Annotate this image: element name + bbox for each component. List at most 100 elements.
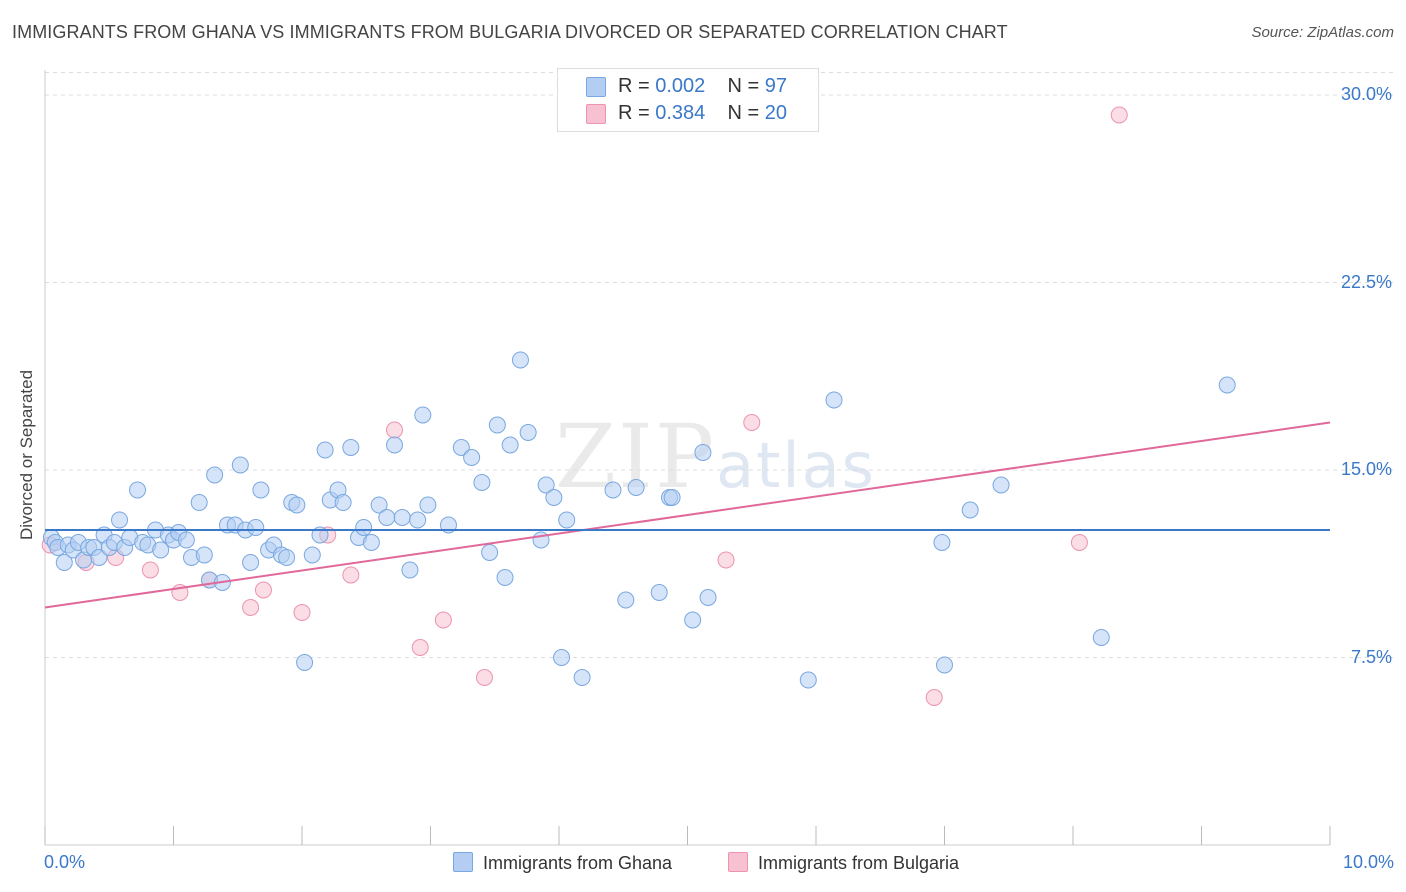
ghana-point <box>519 424 537 441</box>
ghana-point <box>206 466 224 484</box>
bottom-legend-swatch-ghana <box>453 852 473 872</box>
y-tick-label: 7.5% <box>1350 646 1392 667</box>
source-label: Source: ZipAtlas.com <box>1251 24 1394 41</box>
legend-swatch-bulgaria <box>586 104 606 124</box>
x-tick-label-max: 10.0% <box>1342 852 1394 872</box>
ghana-point <box>473 474 491 491</box>
ghana-point <box>195 546 213 564</box>
ghana-point <box>111 511 129 529</box>
bulgaria-point <box>434 611 452 629</box>
ghana-point <box>386 436 404 454</box>
bulgaria-trendline <box>44 421 1331 609</box>
bulgaria-point <box>242 599 260 616</box>
legend-r-label: R = <box>618 102 650 124</box>
axis-layer <box>44 70 1331 846</box>
ghana-point <box>650 584 668 601</box>
watermark-atlas: atlas <box>716 429 876 502</box>
ghana-point <box>370 496 388 514</box>
legend-r-label: R = <box>618 75 650 97</box>
ghana-points <box>42 351 1236 689</box>
ghana-point <box>278 549 296 566</box>
ghana-point <box>190 494 208 511</box>
legend-r-value-ghana: 0.002 <box>655 75 706 97</box>
ghana-point <box>558 511 576 529</box>
bottom-legend-label-bulgaria: Immigrants from Bulgaria <box>758 853 960 873</box>
legend-r-value-bulgaria: 0.384 <box>655 102 706 124</box>
ghana-point <box>129 481 147 499</box>
ghana-point <box>694 444 712 461</box>
bulgaria-point <box>743 414 761 431</box>
ghana-point <box>617 591 635 609</box>
ghana-point <box>401 561 419 579</box>
correlation-legend: R = 0.002 N = 97 R = 0.384 N = 20 <box>557 68 819 132</box>
ghana-point <box>627 479 645 496</box>
ghana-point <box>90 549 108 566</box>
ghana-point <box>452 439 470 456</box>
ghana-point <box>545 489 563 506</box>
ghana-point <box>55 554 73 571</box>
bulgaria-point <box>717 551 735 569</box>
x-tick-label-min: 0.0% <box>44 852 86 872</box>
bulgaria-points <box>41 106 1128 706</box>
bulgaria-point <box>293 604 311 621</box>
legend-n-value-ghana: 97 <box>764 75 788 97</box>
y-tick-label: 30.0% <box>1340 84 1392 104</box>
ghana-point <box>296 654 314 671</box>
legend-n-label: N = <box>727 75 760 97</box>
ghana-point <box>247 519 265 536</box>
bulgaria-point <box>254 581 272 599</box>
ghana-point <box>419 496 437 514</box>
ghana-point <box>463 449 481 466</box>
ghana-point <box>409 511 427 529</box>
bottom-legend-swatch-bulgaria <box>728 852 748 872</box>
bulgaria-point <box>411 639 429 656</box>
ghana-point <box>684 611 702 629</box>
ghana-point <box>355 519 373 536</box>
ghana-point <box>825 391 843 409</box>
ghana-point <box>231 456 249 474</box>
ghana-point <box>511 351 529 369</box>
y-tick-label: 22.5% <box>1340 271 1392 292</box>
ghana-point <box>488 416 506 434</box>
bulgaria-point <box>1110 106 1128 124</box>
ghana-point <box>933 534 951 551</box>
bulgaria-point <box>342 566 360 584</box>
ghana-point <box>481 544 499 561</box>
ghana-point <box>362 534 380 551</box>
bulgaria-point <box>141 561 159 579</box>
ghana-point <box>316 441 334 459</box>
ghana-point <box>342 439 360 456</box>
ghana-point <box>152 541 170 559</box>
ghana-point <box>393 509 411 526</box>
ghana-point <box>334 494 352 511</box>
ghana-point <box>799 671 817 689</box>
chart-title: IMMIGRANTS FROM GHANA VS IMMIGRANTS FROM… <box>12 22 1008 42</box>
trend-layer <box>44 421 1331 609</box>
ghana-point <box>496 569 514 586</box>
y-tick-label: 15.0% <box>1340 459 1392 479</box>
bulgaria-point <box>475 669 493 686</box>
ghana-point <box>663 489 681 506</box>
bulgaria-point <box>925 689 943 706</box>
legend-n-value-bulgaria: 20 <box>764 102 788 124</box>
ghana-point <box>936 656 953 674</box>
ghana-point <box>573 669 591 686</box>
bottom-legend-bulgaria: Immigrants from Bulgaria <box>728 852 959 874</box>
ghana-point <box>992 476 1010 494</box>
legend-swatch-ghana <box>586 77 606 97</box>
ghana-point <box>1092 629 1110 646</box>
ghana-point <box>604 481 622 499</box>
ghana-point <box>553 649 571 666</box>
bottom-legend-ghana: Immigrants from Ghana <box>453 852 672 874</box>
bulgaria-point <box>1070 534 1088 551</box>
ghana-point <box>414 406 432 424</box>
ghana-point <box>177 531 195 549</box>
ghana-point <box>378 509 396 526</box>
ghana-point <box>699 589 717 606</box>
ghana-point <box>537 476 555 494</box>
ghana-point <box>961 501 979 519</box>
legend-n-label: N = <box>727 102 760 124</box>
ghana-point <box>303 546 321 564</box>
bulgaria-point <box>386 421 404 439</box>
